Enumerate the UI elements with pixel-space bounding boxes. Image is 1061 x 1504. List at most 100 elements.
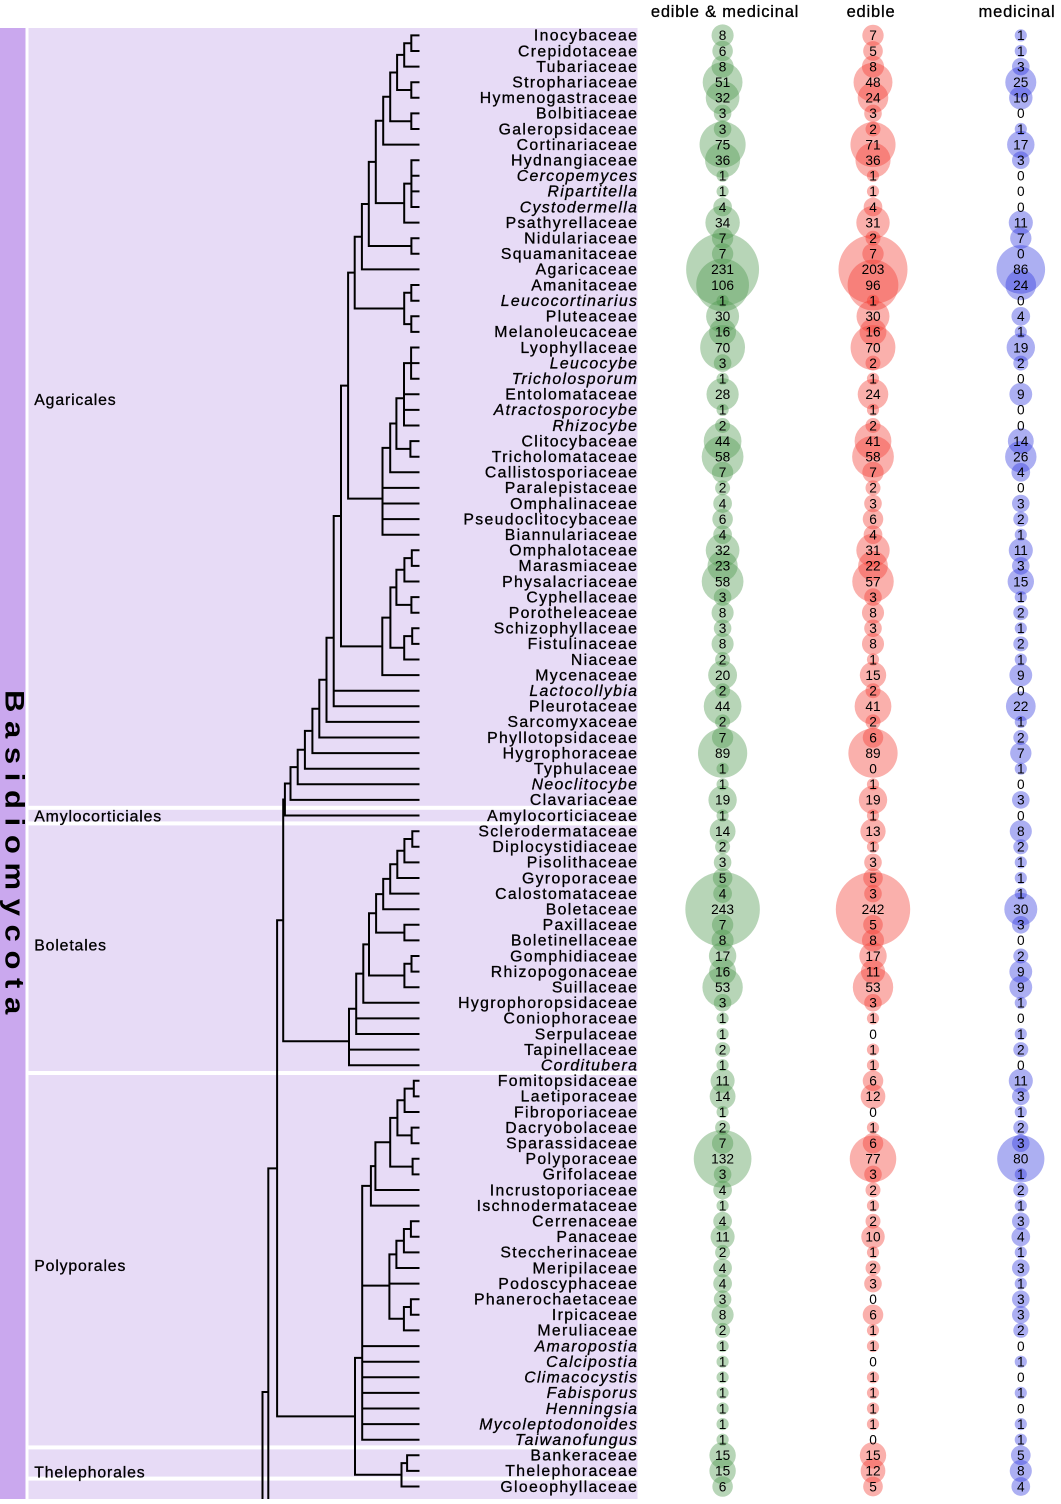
- svg-text:15: 15: [1013, 574, 1029, 589]
- svg-text:Laetiporaceae: Laetiporaceae: [521, 1089, 639, 1106]
- svg-text:Steccherinaceae: Steccherinaceae: [500, 1245, 638, 1262]
- svg-text:Suillaceae: Suillaceae: [552, 980, 638, 997]
- svg-text:Agaricaceae: Agaricaceae: [536, 262, 639, 279]
- svg-text:15: 15: [715, 1464, 731, 1479]
- svg-text:Panaceae: Panaceae: [556, 1229, 638, 1246]
- svg-text:7: 7: [719, 247, 727, 262]
- svg-text:14: 14: [1013, 434, 1029, 449]
- svg-text:Fabisporus: Fabisporus: [547, 1385, 639, 1402]
- svg-text:1: 1: [869, 184, 877, 199]
- svg-text:Clitocybaceae: Clitocybaceae: [522, 433, 639, 450]
- svg-text:32: 32: [715, 91, 730, 106]
- svg-text:Bolbitiaceae: Bolbitiaceae: [536, 106, 638, 123]
- svg-text:Basidiomycota: Basidiomycota: [0, 690, 29, 1023]
- svg-text:Cercopemyces: Cercopemyces: [517, 168, 639, 185]
- svg-text:4: 4: [719, 1276, 727, 1291]
- svg-text:0: 0: [1017, 933, 1025, 948]
- svg-text:Irpicaceae: Irpicaceae: [552, 1307, 638, 1324]
- svg-text:1: 1: [869, 1339, 877, 1354]
- svg-text:8: 8: [719, 637, 727, 652]
- svg-text:Calcipostia: Calcipostia: [546, 1354, 638, 1371]
- svg-text:58: 58: [865, 450, 881, 465]
- svg-text:8: 8: [1017, 824, 1025, 839]
- svg-text:8: 8: [869, 606, 877, 621]
- svg-text:1: 1: [1017, 652, 1025, 667]
- svg-text:Marasmiaceae: Marasmiaceae: [518, 558, 638, 575]
- svg-text:16: 16: [715, 964, 731, 979]
- svg-text:3: 3: [869, 1167, 877, 1182]
- svg-text:1: 1: [1017, 1027, 1025, 1042]
- svg-text:2: 2: [869, 1261, 877, 1276]
- svg-text:1: 1: [719, 184, 727, 199]
- svg-text:Melanoleucaceae: Melanoleucaceae: [494, 324, 638, 341]
- svg-text:3: 3: [719, 621, 727, 636]
- svg-text:4: 4: [869, 528, 877, 543]
- svg-text:4: 4: [719, 1214, 727, 1229]
- svg-text:Bankeraceae: Bankeraceae: [530, 1448, 638, 1465]
- svg-text:7: 7: [719, 730, 727, 745]
- svg-text:edible: edible: [847, 3, 896, 21]
- svg-text:7: 7: [869, 247, 877, 262]
- svg-text:Diplocystidiaceae: Diplocystidiaceae: [492, 839, 638, 856]
- svg-text:0: 0: [1017, 403, 1025, 418]
- svg-text:0: 0: [869, 1433, 877, 1448]
- svg-text:3: 3: [1017, 1136, 1025, 1151]
- svg-text:Hygrophoraceae: Hygrophoraceae: [503, 745, 639, 762]
- svg-text:203: 203: [862, 262, 885, 277]
- svg-text:3: 3: [719, 356, 727, 371]
- svg-text:1: 1: [1017, 1386, 1025, 1401]
- svg-text:Tricholomataceae: Tricholomataceae: [492, 449, 639, 466]
- svg-text:3: 3: [1017, 496, 1025, 511]
- svg-text:1: 1: [719, 1386, 727, 1401]
- svg-text:Rhizopogonaceae: Rhizopogonaceae: [491, 964, 639, 981]
- svg-text:Lactocollybia: Lactocollybia: [529, 683, 638, 700]
- svg-text:106: 106: [711, 278, 734, 293]
- svg-text:89: 89: [715, 746, 730, 761]
- svg-text:3: 3: [1017, 559, 1025, 574]
- svg-text:1: 1: [719, 1027, 727, 1042]
- svg-text:75: 75: [715, 137, 731, 152]
- svg-text:3: 3: [1017, 1089, 1025, 1104]
- svg-text:Clavariaceae: Clavariaceae: [530, 792, 638, 809]
- svg-text:22: 22: [865, 559, 880, 574]
- svg-text:7: 7: [719, 918, 727, 933]
- svg-text:51: 51: [715, 75, 730, 90]
- svg-text:4: 4: [719, 1261, 727, 1276]
- svg-text:0: 0: [869, 1105, 877, 1120]
- svg-text:8: 8: [719, 606, 727, 621]
- svg-text:70: 70: [715, 340, 731, 355]
- svg-text:2: 2: [719, 1120, 727, 1135]
- svg-text:17: 17: [865, 949, 880, 964]
- svg-text:Galeropsidaceae: Galeropsidaceae: [499, 121, 639, 138]
- svg-text:1: 1: [719, 1433, 727, 1448]
- svg-text:243: 243: [711, 902, 734, 917]
- svg-text:0: 0: [1017, 481, 1025, 496]
- svg-text:Climacocystis: Climacocystis: [524, 1370, 638, 1387]
- svg-text:2: 2: [719, 418, 727, 433]
- svg-text:2: 2: [869, 715, 877, 730]
- svg-text:14: 14: [715, 824, 731, 839]
- svg-text:Podoscyphaceae: Podoscyphaceae: [498, 1276, 638, 1293]
- svg-text:3: 3: [719, 1167, 727, 1182]
- svg-text:2: 2: [1017, 606, 1025, 621]
- svg-text:Polyporaceae: Polyporaceae: [525, 1151, 638, 1168]
- svg-text:6: 6: [719, 44, 727, 59]
- svg-text:2: 2: [719, 652, 727, 667]
- svg-text:2: 2: [1017, 1042, 1025, 1057]
- svg-text:7: 7: [719, 465, 727, 480]
- svg-text:1: 1: [1017, 621, 1025, 636]
- svg-text:Cystodermella: Cystodermella: [520, 199, 639, 216]
- svg-text:Fomitopsidaceae: Fomitopsidaceae: [498, 1073, 639, 1090]
- svg-text:36: 36: [865, 153, 881, 168]
- svg-text:4: 4: [869, 200, 877, 215]
- svg-text:1: 1: [1017, 1276, 1025, 1291]
- svg-text:Sclerodermataceae: Sclerodermataceae: [478, 824, 638, 841]
- svg-text:Cerrenaceae: Cerrenaceae: [532, 1214, 638, 1231]
- svg-text:1: 1: [1017, 871, 1025, 886]
- svg-text:1: 1: [869, 1245, 877, 1260]
- svg-text:Pseudoclitocybaceae: Pseudoclitocybaceae: [463, 511, 638, 528]
- svg-text:1: 1: [1017, 1355, 1025, 1370]
- svg-text:7: 7: [719, 231, 727, 246]
- svg-text:1: 1: [1017, 28, 1025, 43]
- svg-text:9: 9: [1017, 387, 1025, 402]
